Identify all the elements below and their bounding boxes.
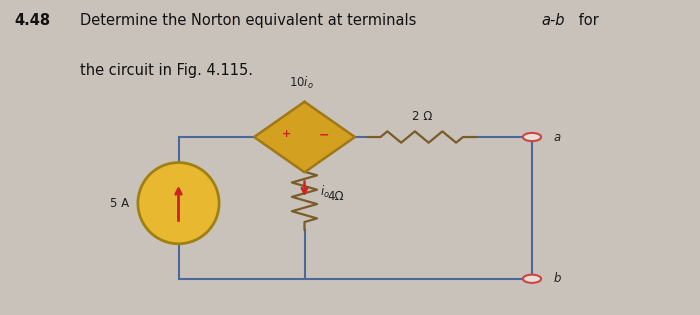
- Text: 2 Ω: 2 Ω: [412, 110, 432, 123]
- Text: a: a: [554, 130, 561, 144]
- Polygon shape: [254, 102, 355, 172]
- Text: 5 A: 5 A: [111, 197, 130, 210]
- Text: +: +: [282, 129, 291, 139]
- Text: the circuit in Fig. 4.115.: the circuit in Fig. 4.115.: [80, 63, 253, 78]
- Text: b: b: [554, 272, 561, 285]
- Text: $i_o$: $i_o$: [320, 184, 330, 200]
- Text: 4Ω: 4Ω: [327, 190, 344, 203]
- Circle shape: [523, 133, 541, 141]
- Text: for: for: [574, 13, 598, 28]
- Ellipse shape: [138, 163, 219, 244]
- Text: Determine the Norton equivalent at terminals: Determine the Norton equivalent at termi…: [80, 13, 421, 28]
- Text: 4.48: 4.48: [14, 13, 50, 28]
- Text: $10i_o$: $10i_o$: [288, 75, 314, 91]
- Text: a-b: a-b: [541, 13, 565, 28]
- Text: −: −: [318, 129, 329, 142]
- Circle shape: [523, 275, 541, 283]
